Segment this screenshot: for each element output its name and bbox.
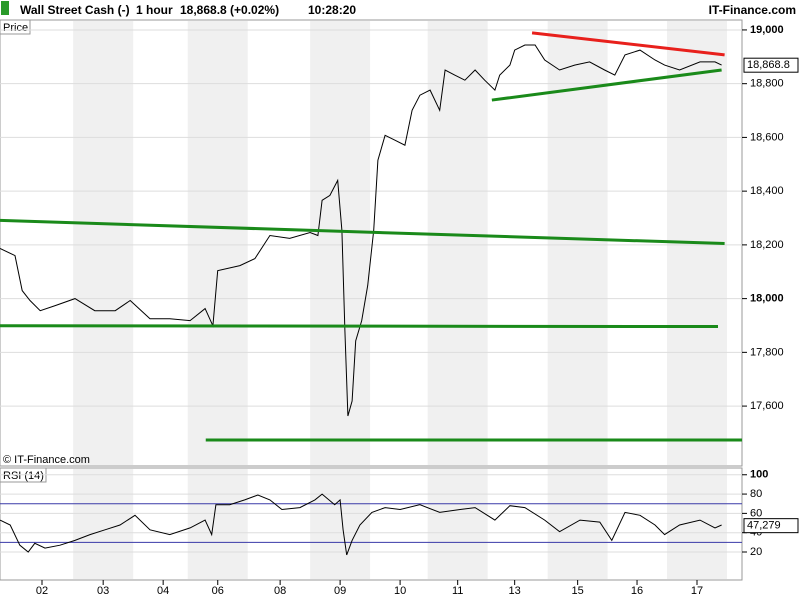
series-line xyxy=(0,493,722,556)
trend-line xyxy=(491,68,722,102)
instrument: Wall Street Cash (-) xyxy=(20,3,130,17)
panel-label: RSI (14) xyxy=(3,470,44,482)
x-tick-label: 08 xyxy=(274,585,286,597)
last-value-box xyxy=(743,518,799,534)
last-value-label: 18,868.8 xyxy=(747,59,790,71)
y-tick-label: 100 xyxy=(750,469,768,481)
x-tick-label: 02 xyxy=(36,585,48,597)
quote: 18,868.8 (+0.02%) xyxy=(180,3,279,17)
series-line xyxy=(0,44,722,417)
y-tick-label: 18,000 xyxy=(750,293,784,305)
panel-label: Price xyxy=(3,22,28,34)
day-band xyxy=(667,469,728,579)
y-tick-label: 60 xyxy=(750,507,762,519)
y-tick-label: 18,800 xyxy=(750,78,784,90)
day-band xyxy=(73,469,134,579)
day-band xyxy=(73,21,134,465)
day-band xyxy=(427,469,488,579)
y-tick-label: 18,400 xyxy=(750,185,784,197)
y-tick-label: 17,800 xyxy=(750,346,784,358)
day-band xyxy=(547,469,608,579)
day-band xyxy=(310,469,371,579)
x-tick-label: 10 xyxy=(394,585,406,597)
watermark: © IT-Finance.com xyxy=(3,454,90,466)
trend-line xyxy=(531,31,725,57)
x-tick-label: 06 xyxy=(212,585,224,597)
day-band xyxy=(310,21,371,465)
y-tick-label: 18,200 xyxy=(750,239,784,251)
x-tick-label: 17 xyxy=(691,585,703,597)
y-tick-label: 17,600 xyxy=(750,400,784,412)
trend-line xyxy=(0,324,719,329)
last-value-box xyxy=(743,57,799,73)
y-tick-label: 80 xyxy=(750,488,762,500)
x-tick-label: 13 xyxy=(509,585,521,597)
logo-icon xyxy=(1,1,9,15)
last-value-label: 47,279 xyxy=(747,520,781,532)
time: 10:28:20 xyxy=(308,3,356,17)
x-tick-label: 09 xyxy=(334,585,346,597)
y-tick-label: 19,000 xyxy=(750,24,784,36)
y-tick-label: 20 xyxy=(750,546,762,558)
x-tick-label: 03 xyxy=(97,585,109,597)
day-band xyxy=(547,21,608,465)
x-tick-label: 16 xyxy=(631,585,643,597)
x-tick-label: 15 xyxy=(572,585,584,597)
x-tick-label: 11 xyxy=(452,585,463,597)
y-tick-label: 18,600 xyxy=(750,131,784,143)
x-tick-label: 04 xyxy=(157,585,169,597)
trend-line xyxy=(0,218,725,246)
interval: 1 hour xyxy=(136,3,173,17)
day-band xyxy=(187,21,248,465)
site: IT-Finance.com xyxy=(709,3,796,17)
panel-label-box xyxy=(0,19,31,35)
day-band xyxy=(427,21,488,465)
